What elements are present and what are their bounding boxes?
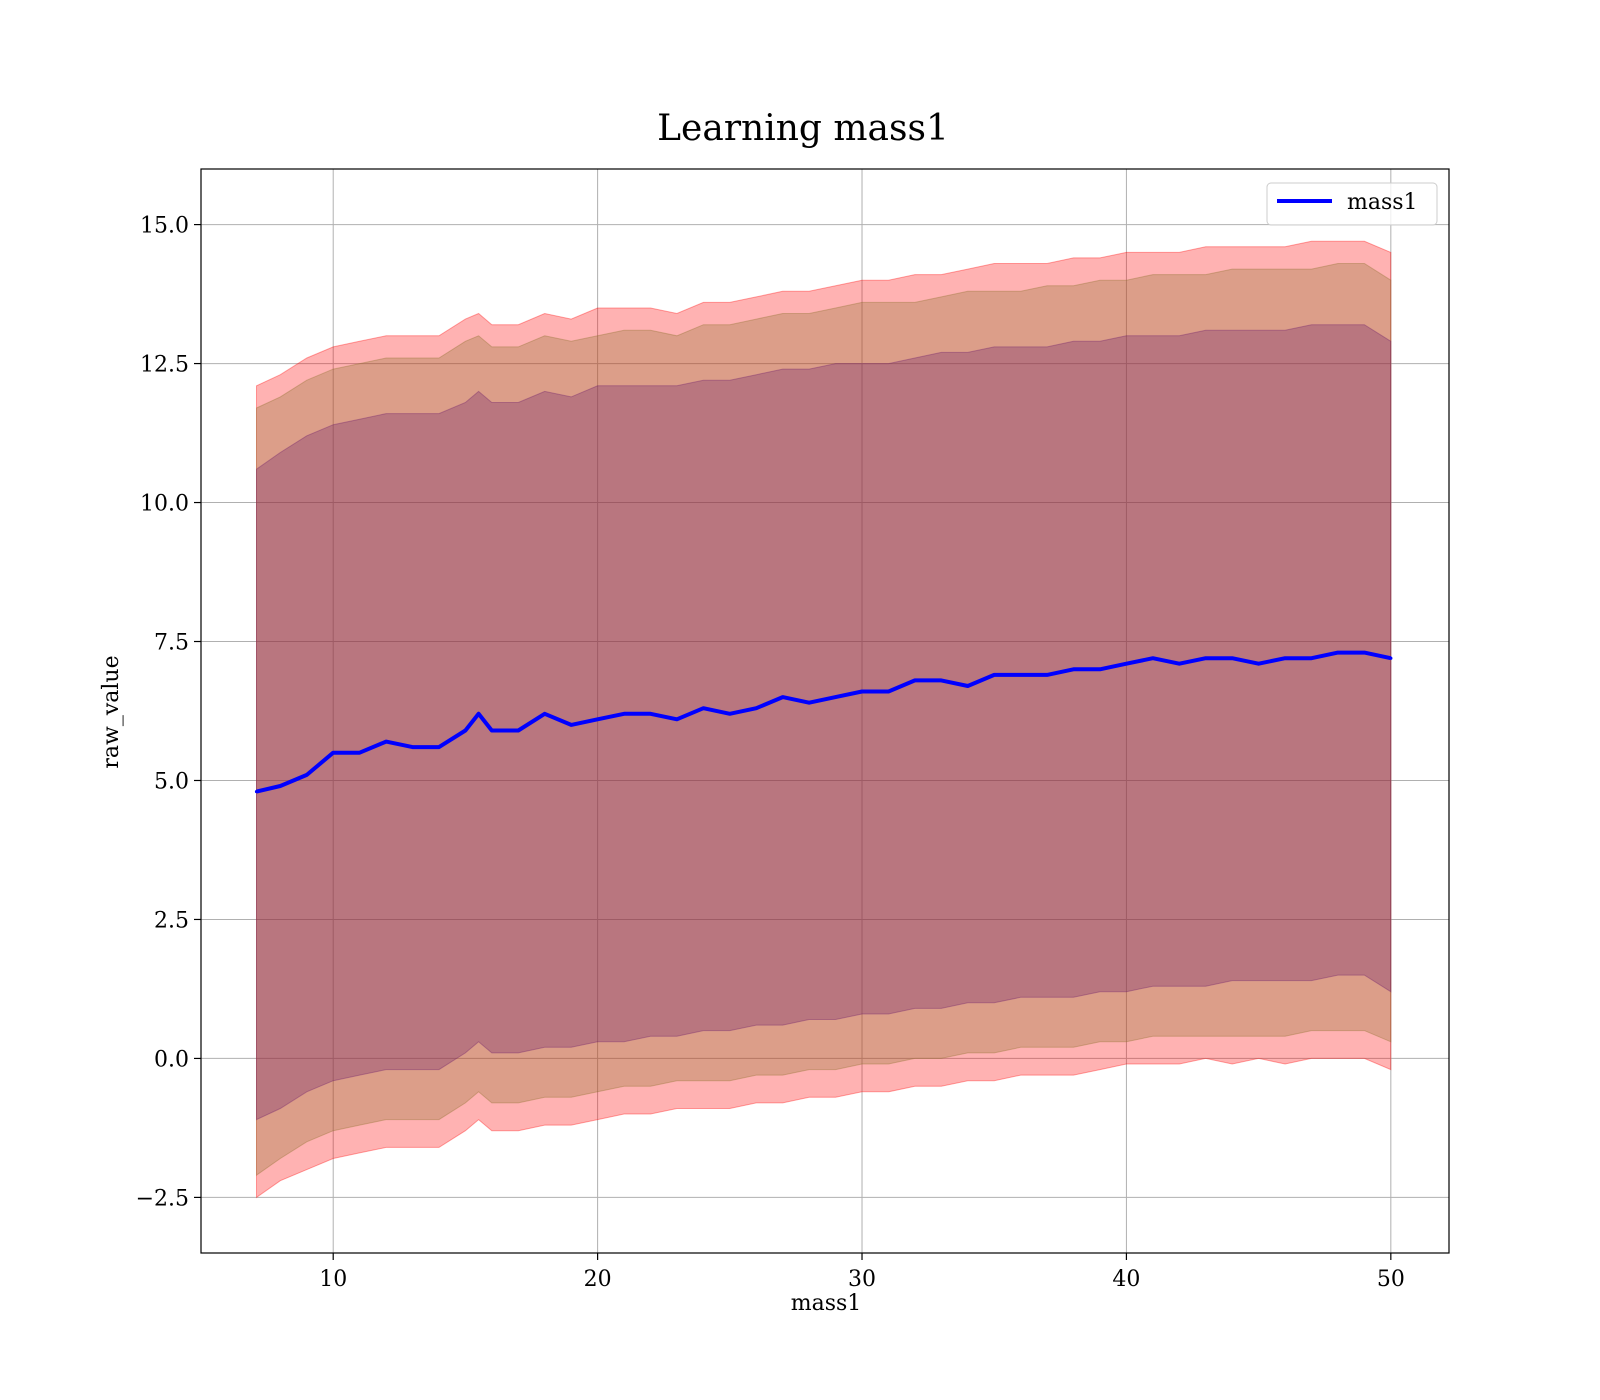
series-point-mass1-17: [675, 717, 679, 721]
series-point-mass1-27: [939, 678, 943, 683]
series-point-mass1-5: [384, 739, 388, 744]
y-tick-label-2: 2.5: [154, 908, 189, 933]
band-1: [256, 263, 1392, 1177]
series-point-mass1-25: [886, 689, 891, 694]
series-point-mass1-16: [648, 712, 653, 716]
series-point-mass1-30: [1019, 673, 1023, 677]
series-point-mass1-28: [966, 684, 970, 688]
series-point-mass1-31: [1045, 673, 1049, 677]
series-point-mass1-4: [358, 751, 362, 755]
series-point-mass1-0: [254, 790, 259, 794]
x-axis-label: mass1: [791, 1291, 862, 1316]
x-ticks: 10 20 30 40 50: [319, 1253, 1405, 1292]
x-tick-label-1: 20: [584, 1267, 612, 1292]
y-tick-label-5: 10.0: [140, 492, 189, 517]
series-point-mass1-26: [913, 678, 917, 683]
series-point-mass1-9: [477, 712, 481, 716]
legend-box: [1266, 182, 1438, 226]
series-point-mass1-29: [992, 673, 996, 677]
x-tick-label-3: 40: [1112, 1267, 1140, 1292]
series-lines: [254, 650, 1393, 794]
legend: mass1: [1266, 182, 1438, 226]
series-point-mass1-3: [331, 751, 335, 755]
series-point-mass1-7: [437, 745, 441, 749]
y-tick-label-0: −2.5: [136, 1186, 189, 1211]
series-point-mass1-22: [807, 701, 811, 705]
series-point-mass1-1: [278, 784, 282, 788]
series-point-mass1-8: [463, 728, 468, 733]
series-point-mass1-18: [701, 706, 705, 710]
y-tick-label-4: 7.5: [154, 631, 189, 656]
y-tick-label-3: 5.0: [154, 769, 189, 794]
series-point-mass1-2: [305, 773, 309, 777]
grid: [201, 169, 1449, 1253]
series-point-mass1-24: [860, 689, 864, 694]
y-tick-label-7: 15.0: [140, 214, 189, 239]
series-point-mass1-35: [1151, 656, 1155, 660]
series-point-mass1-33: [1098, 667, 1102, 671]
series-point-mass1-40: [1283, 656, 1287, 660]
series-point-mass1-14: [596, 717, 600, 721]
confidence-bands: [256, 240, 1392, 1199]
x-tick-label-2: 30: [848, 1267, 876, 1292]
plot-frame: [200, 168, 1450, 1254]
series-point-mass1-39: [1257, 662, 1261, 666]
y-tick-label-1: 0.0: [154, 1047, 189, 1072]
series-point-mass1-6: [410, 745, 415, 749]
series-point-mass1-20: [754, 706, 758, 710]
series-point-mass1-23: [833, 695, 838, 699]
series-point-mass1-10: [490, 728, 494, 733]
y-ticks: −2.5 0.0 2.5 5.0 7.5 10.0 12.5 15.0: [136, 214, 201, 1211]
x-tick-label-0: 10: [319, 1267, 347, 1292]
series-point-mass1-12: [543, 712, 547, 716]
series-point-mass1-38: [1230, 656, 1234, 660]
x-tick-label-4: 50: [1377, 1267, 1405, 1292]
series-point-mass1-37: [1204, 656, 1208, 660]
legend-label-mass1: mass1: [1347, 190, 1418, 215]
y-tick-label-6: 12.5: [140, 353, 189, 378]
series-point-mass1-15: [622, 712, 626, 716]
y-axis-label: raw_value: [99, 655, 124, 768]
series-point-mass1-19: [728, 712, 732, 716]
band-0: [256, 240, 1392, 1199]
series-point-mass1-21: [781, 695, 785, 699]
series-point-mass1-42: [1336, 651, 1340, 655]
chart-title: Learning mass1: [657, 108, 949, 149]
series-point-mass1-41: [1309, 656, 1314, 660]
band-2: [256, 324, 1392, 1121]
series-point-mass1-11: [516, 728, 520, 733]
series-point-mass1-44: [1389, 656, 1393, 660]
series-point-mass1-32: [1071, 667, 1076, 671]
series-point-mass1-34: [1124, 662, 1129, 666]
series-point-mass1-43: [1362, 651, 1366, 655]
series-point-mass1-36: [1177, 662, 1181, 666]
series-point-mass1-13: [569, 723, 573, 727]
